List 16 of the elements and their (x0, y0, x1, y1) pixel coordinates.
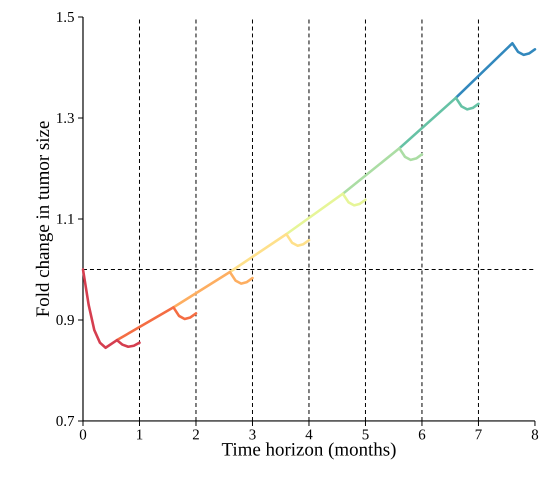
x-axis-title: Time horizon (months) (222, 442, 396, 460)
y-tick-label: 0.7 (56, 416, 74, 426)
x-tick-label: 8 (532, 429, 538, 440)
y-tick-label: 1.5 (57, 12, 74, 22)
x-tick-label: 7 (476, 429, 482, 440)
y-tick-label: 1.1 (57, 214, 74, 224)
x-tick-label: 4 (306, 429, 312, 440)
x-tick-label: 0 (80, 429, 86, 440)
x-tick-label: 1 (137, 429, 142, 440)
x-tick-label: 6 (418, 429, 426, 440)
x-tick-label: 3 (249, 429, 256, 440)
x-tick-label: 2 (192, 429, 199, 440)
y-tick-label: 1.3 (57, 112, 74, 124)
y-axis-title: Fold change in tumor size (36, 121, 53, 317)
x-tick-label: 5 (362, 429, 369, 440)
y-tick-label: 0.9 (56, 314, 74, 326)
